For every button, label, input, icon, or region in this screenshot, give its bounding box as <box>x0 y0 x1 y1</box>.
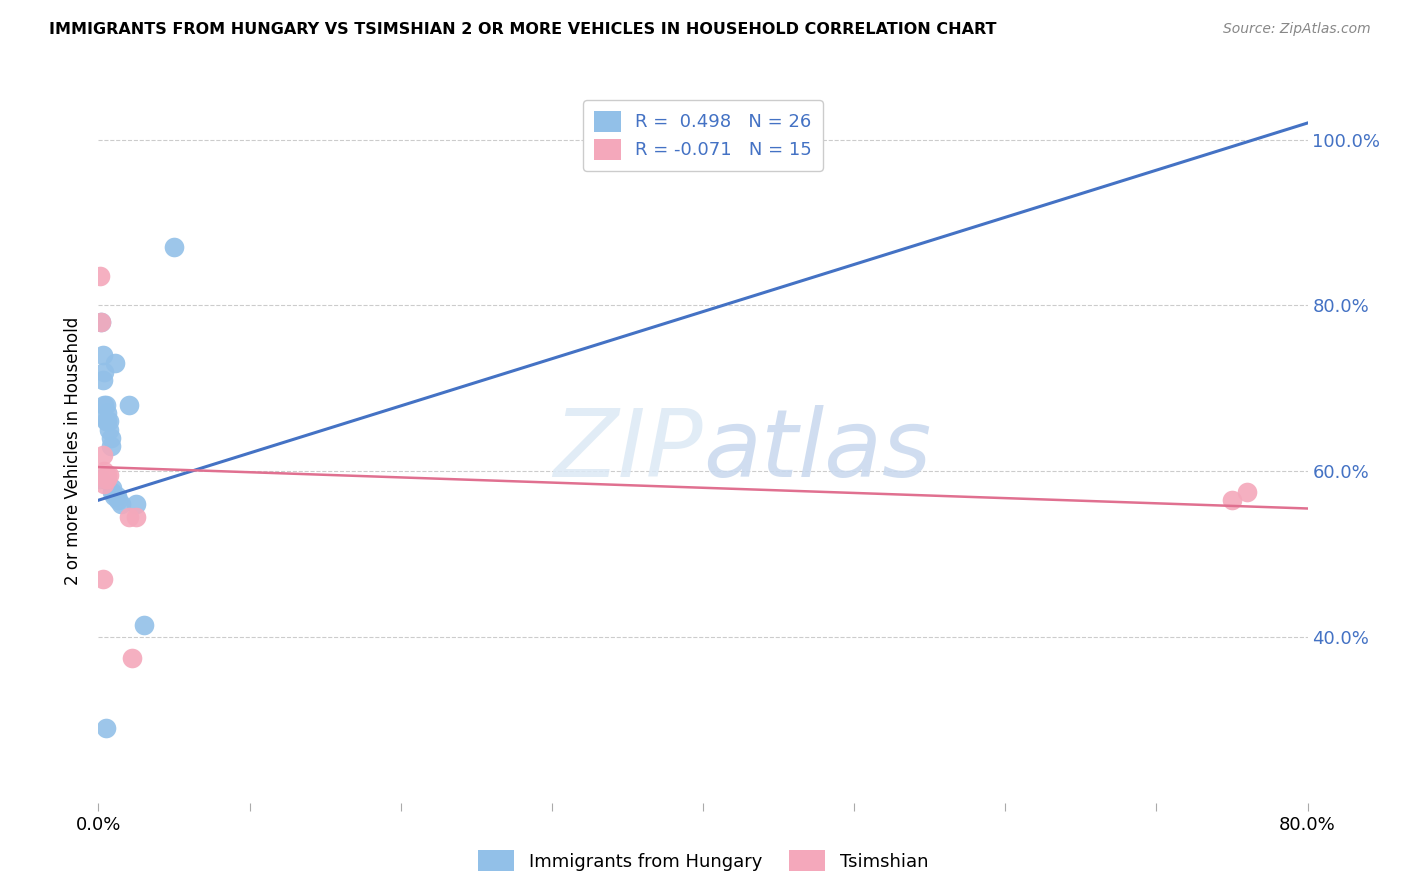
Y-axis label: 2 or more Vehicles in Household: 2 or more Vehicles in Household <box>65 317 83 584</box>
Point <box>104 356 127 370</box>
Point <box>93 476 115 491</box>
Point <box>93 464 115 478</box>
Point <box>98 468 121 483</box>
Point <box>105 489 128 503</box>
Point <box>94 398 117 412</box>
Point <box>96 473 118 487</box>
Point <box>94 473 117 487</box>
Point <box>89 269 111 284</box>
Point <box>91 373 114 387</box>
Text: atlas: atlas <box>703 405 931 496</box>
Text: Source: ZipAtlas.com: Source: ZipAtlas.com <box>1223 22 1371 37</box>
Point <box>91 572 114 586</box>
Point <box>90 315 112 329</box>
Point <box>91 448 114 462</box>
Point <box>101 484 124 499</box>
Point <box>121 650 143 665</box>
Point <box>125 509 148 524</box>
Legend: Immigrants from Hungary, Tsimshian: Immigrants from Hungary, Tsimshian <box>471 843 935 879</box>
Point <box>118 398 141 412</box>
Point <box>91 348 114 362</box>
Point <box>103 489 125 503</box>
Point <box>1236 484 1258 499</box>
Point <box>98 423 121 437</box>
Point <box>132 617 155 632</box>
Point <box>94 414 117 428</box>
Point <box>125 497 148 511</box>
Point <box>101 481 124 495</box>
Point <box>163 240 186 254</box>
Point <box>98 414 121 428</box>
Point <box>110 497 132 511</box>
Legend: R =  0.498   N = 26, R = -0.071   N = 15: R = 0.498 N = 26, R = -0.071 N = 15 <box>583 100 823 170</box>
Text: IMMIGRANTS FROM HUNGARY VS TSIMSHIAN 2 OR MORE VEHICLES IN HOUSEHOLD CORRELATION: IMMIGRANTS FROM HUNGARY VS TSIMSHIAN 2 O… <box>49 22 997 37</box>
Point <box>100 439 122 453</box>
Point <box>93 398 115 412</box>
Point <box>96 414 118 428</box>
Point <box>89 473 111 487</box>
Point <box>100 431 122 445</box>
Point <box>118 509 141 524</box>
Point <box>96 406 118 420</box>
Point <box>93 365 115 379</box>
Point <box>90 315 112 329</box>
Point <box>107 493 129 508</box>
Point <box>96 468 118 483</box>
Point <box>94 721 117 735</box>
Point <box>1220 493 1243 508</box>
Text: ZIP: ZIP <box>554 405 703 496</box>
